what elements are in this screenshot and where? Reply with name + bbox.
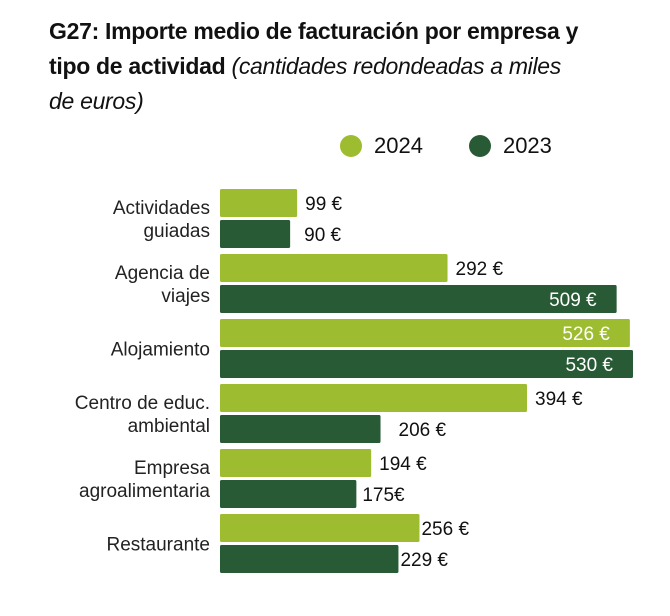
chart-subtitle-line2: de euros)	[49, 88, 144, 114]
category-label: Empresa agroalimentaria	[79, 458, 210, 502]
category-label: Actividades guiadas	[113, 198, 210, 242]
bar-2023	[220, 220, 291, 248]
legend-swatch-2024	[340, 135, 362, 157]
category-label: Agencia de viajes	[115, 263, 210, 307]
legend-item-2024: 2024	[340, 133, 423, 159]
value-label-2024: 526 €	[562, 324, 610, 345]
category-label-line: viajes	[161, 286, 210, 307]
category-label-line: Centro de educ.	[75, 393, 210, 414]
value-label-2023: 229 €	[400, 550, 448, 571]
category-label: Restaurante	[106, 535, 210, 556]
value-label-2024: 99 €	[305, 194, 342, 215]
bar-2023	[220, 545, 399, 573]
chart-title: G27: Importe medio de facturación por em…	[49, 14, 649, 119]
value-label-2023: 206 €	[399, 420, 447, 441]
bar-2023	[220, 480, 357, 508]
category-label-line: Alojamiento	[111, 340, 210, 361]
value-label-2023: 90 €	[304, 225, 341, 246]
chart-title-bold-line1: G27: Importe medio de facturación por em…	[49, 18, 579, 44]
bar-2024	[220, 449, 372, 477]
category-label-line: agroalimentaria	[79, 481, 210, 502]
category-label-line: Restaurante	[106, 535, 210, 556]
category-label-line: Actividades	[113, 198, 210, 219]
category-label-line: Agencia de	[115, 263, 210, 284]
chart-title-bold-line2: tipo de actividad	[49, 53, 226, 79]
bar-2024	[220, 189, 298, 217]
value-label-2024: 292 €	[456, 259, 504, 280]
value-label-2024: 194 €	[379, 454, 427, 475]
category-label-line: guiadas	[143, 221, 210, 242]
bar-2023	[220, 285, 617, 313]
value-label-2023: 530 €	[565, 355, 613, 376]
value-label-2024: 256 €	[421, 519, 469, 540]
category-label-line: ambiental	[128, 416, 210, 437]
legend-swatch-2023	[468, 135, 491, 157]
chart-subtitle-line1: (cantidades redondeadas a miles	[231, 53, 561, 79]
legend-label-2024: 2024	[374, 133, 423, 158]
category-label-line: Empresa	[134, 458, 210, 479]
bar-2023	[220, 350, 633, 378]
bar-2024	[220, 254, 448, 282]
legend: 2024 2023	[340, 133, 598, 159]
category-label: Alojamiento	[111, 340, 210, 361]
value-label-2023: 509 €	[549, 290, 597, 311]
value-label-2023: 175€	[362, 485, 405, 506]
bar-2023	[220, 415, 381, 443]
category-label: Centro de educ. ambiental	[75, 393, 210, 437]
legend-item-2023: 2023	[468, 133, 552, 159]
bar-2024	[220, 384, 528, 412]
value-label-2024: 394 €	[535, 389, 583, 410]
bar-2024	[220, 319, 630, 347]
bar-2024	[220, 514, 420, 542]
legend-label-2023: 2023	[502, 133, 552, 158]
